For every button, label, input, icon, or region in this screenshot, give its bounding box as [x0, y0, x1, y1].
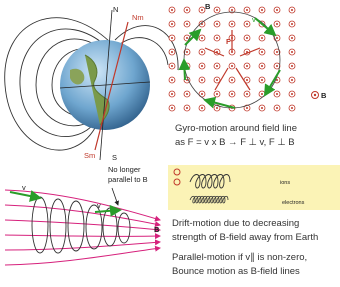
field-dot — [291, 51, 293, 53]
field-dot — [276, 37, 278, 39]
field-dots — [169, 7, 295, 111]
field-dot — [276, 9, 278, 11]
field-dot — [186, 37, 188, 39]
field-dot — [171, 23, 173, 25]
field-dot — [261, 107, 263, 109]
velocity-arrow — [10, 192, 40, 198]
field-dot — [231, 79, 233, 81]
field-dot — [291, 65, 293, 67]
field-dot — [171, 37, 173, 39]
field-dot — [231, 9, 233, 11]
note: parallel to B — [108, 175, 148, 184]
field-dot — [261, 37, 263, 39]
field-dot — [216, 79, 218, 81]
field-dot — [186, 51, 188, 53]
field-dot — [291, 23, 293, 25]
caption: as F = v x B → F ⊥ v, F ⊥ B — [175, 137, 295, 148]
legend-dot — [314, 94, 316, 96]
field-dot — [276, 107, 278, 109]
field-dot — [201, 9, 203, 11]
label-f: F — [226, 37, 231, 46]
field-dot — [171, 107, 173, 109]
field-dot — [276, 65, 278, 67]
field-dot — [291, 79, 293, 81]
field-dot — [171, 79, 173, 81]
field-dot — [231, 93, 233, 95]
field-dot — [216, 9, 218, 11]
label-b: B — [154, 225, 160, 234]
note-pointer — [112, 188, 118, 205]
field-dot — [186, 107, 188, 109]
field-dot — [276, 23, 278, 25]
caption: Gyro-motion around field line — [175, 123, 297, 134]
field-dot — [291, 9, 293, 11]
caption: strength of B-field away from Earth — [172, 232, 318, 243]
field-dot — [201, 93, 203, 95]
field-dot — [246, 37, 248, 39]
label-s: S — [112, 153, 117, 162]
label-b: B — [205, 2, 211, 11]
field-dot — [231, 23, 233, 25]
label-n: N — [113, 5, 118, 14]
field-dot — [216, 23, 218, 25]
field-dot — [261, 9, 263, 11]
field-dot — [216, 93, 218, 95]
field-dot — [186, 23, 188, 25]
field-dot — [171, 51, 173, 53]
field-dot — [261, 79, 263, 81]
field-dot — [246, 9, 248, 11]
spiral — [32, 197, 130, 253]
label-v: v — [252, 15, 256, 24]
field-dot — [246, 23, 248, 25]
caption: Parallel-motion if v∥ is non-zero, — [172, 252, 307, 263]
field-dot — [216, 107, 218, 109]
field-dot — [231, 65, 233, 67]
field-dot — [201, 51, 203, 53]
field-dot — [201, 37, 203, 39]
field-dot — [216, 65, 218, 67]
caption: Drift-motion due to decreasing — [172, 218, 299, 229]
legend-b: B — [321, 91, 327, 100]
field-dot — [171, 93, 173, 95]
field-dot — [261, 93, 263, 95]
field-dot — [291, 107, 293, 109]
field-lines — [5, 190, 160, 265]
field-dot — [201, 107, 203, 109]
field-dot — [291, 37, 293, 39]
label-v: v — [97, 201, 101, 210]
label-ions: ions — [280, 180, 290, 186]
field-dot — [246, 93, 248, 95]
field-dot — [246, 79, 248, 81]
note: No longer — [108, 165, 141, 174]
field-dot — [276, 93, 278, 95]
field-dot — [201, 79, 203, 81]
diagram: N Nm Sm S B F v B Gyro-motion around fie… — [0, 0, 340, 287]
field-dot — [186, 93, 188, 95]
field-dot — [216, 37, 218, 39]
field-dot — [291, 93, 293, 95]
field-dot — [246, 107, 248, 109]
field-dot — [276, 51, 278, 53]
label-electrons: electrons — [282, 200, 305, 206]
label-sm: Sm — [84, 151, 95, 160]
field-dot — [246, 65, 248, 67]
label-nm: Nm — [132, 13, 144, 22]
field-dot — [186, 9, 188, 11]
field-dot — [171, 9, 173, 11]
field-dot — [186, 65, 188, 67]
label-v: v — [22, 183, 26, 192]
field-dot — [261, 65, 263, 67]
caption: Bounce motion as B-field lines — [172, 266, 300, 277]
field-dot — [261, 51, 263, 53]
field-dot — [171, 65, 173, 67]
field-dot — [201, 65, 203, 67]
